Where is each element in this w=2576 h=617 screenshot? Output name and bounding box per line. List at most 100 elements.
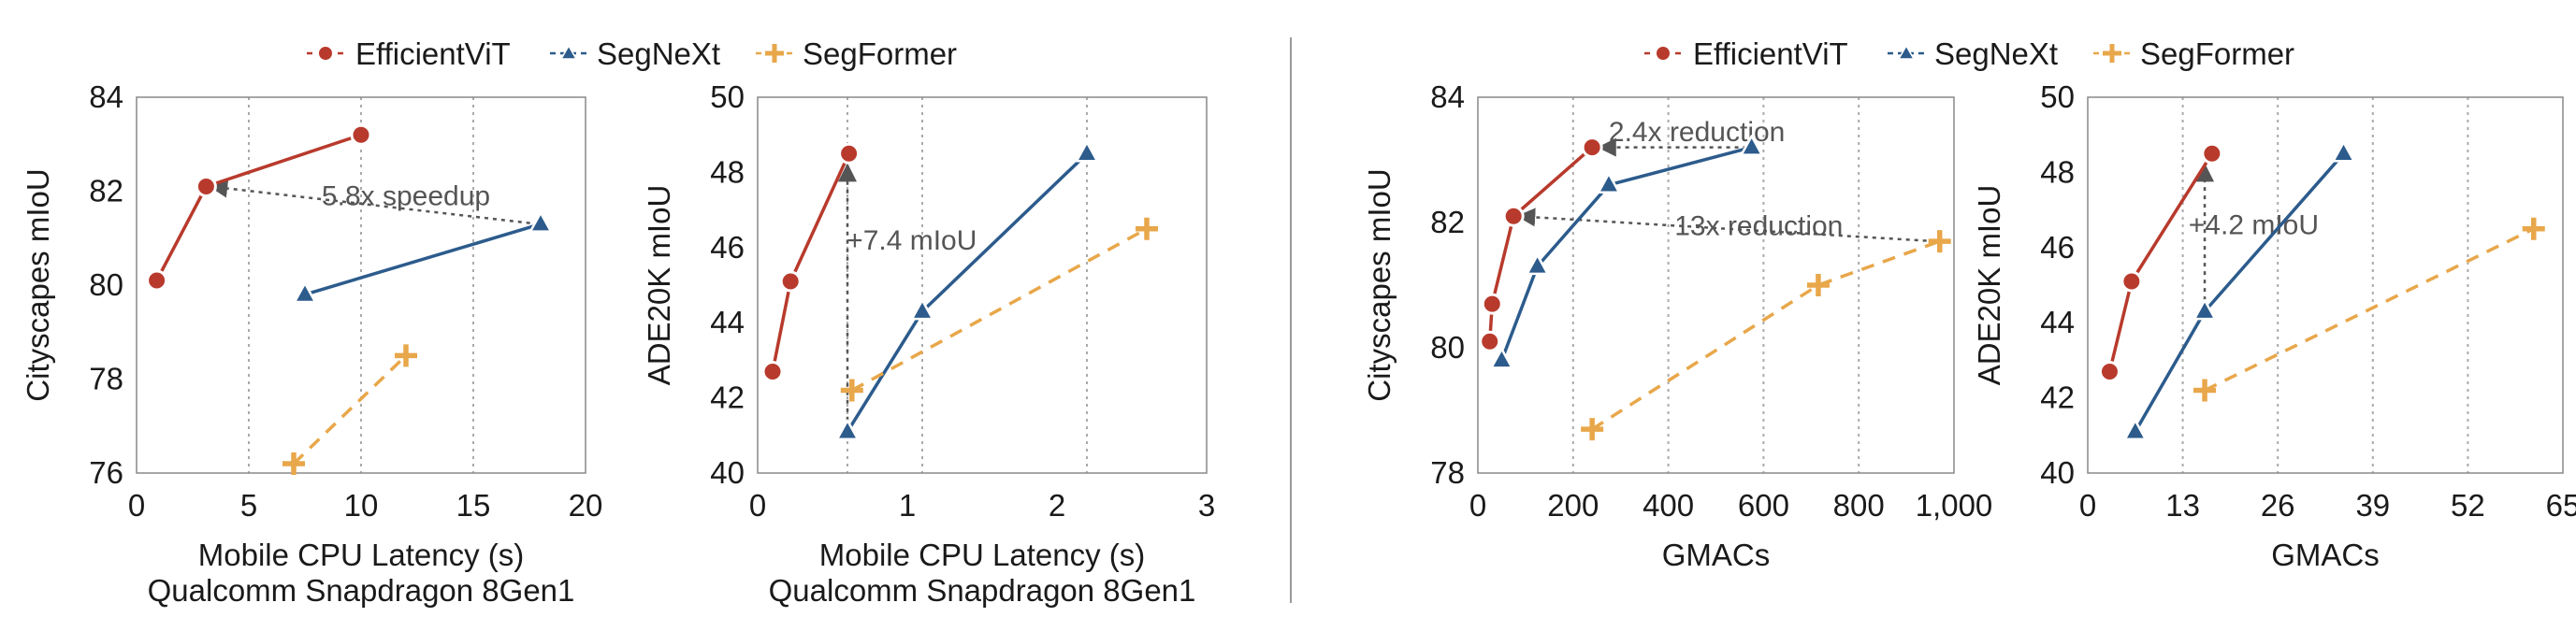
panel-gmacs-ade20k: 40 42 44 46 48 50 0 13 26 39 52 65 GMACs ADE20K mIoU +…: [1972, 79, 2576, 572]
x-tick-label: 2: [1049, 488, 1065, 523]
series-line-efficientvit: [1490, 148, 1592, 342]
y-tick-label: 42: [710, 380, 745, 415]
series-line-segnext: [2135, 153, 2344, 431]
y-tick-label: 76: [89, 455, 123, 490]
y-tick-label: 44: [710, 305, 745, 339]
y-tick-label: 40: [2040, 455, 2075, 490]
legend-segformer-marker: [2103, 44, 2121, 63]
x-tick-label: 5: [240, 488, 257, 523]
legend-segformer-label: SegFormer: [803, 36, 957, 71]
point-efficientvit: [1583, 138, 1601, 157]
point-segnext: [530, 213, 551, 232]
legend-item-segnext: SegNeXt: [1888, 36, 2058, 71]
x-tick-label: 1,000: [1916, 488, 1993, 523]
point-segformer: [1807, 274, 1830, 296]
y-tick-label: 78: [89, 362, 123, 396]
point-efficientvit: [1483, 294, 1501, 313]
point-segformer: [1136, 218, 1158, 240]
y-axis-label: Cityscapes mIoU: [21, 168, 55, 401]
x-tick-label: 200: [1547, 488, 1599, 523]
series-line-segformer: [1592, 241, 1940, 429]
point-efficientvit: [2122, 272, 2141, 291]
series-line-segnext: [847, 153, 1087, 431]
x-tick-label: 39: [2355, 488, 2390, 523]
x-tick-label: 10: [344, 488, 379, 523]
y-tick-label: 50: [2040, 79, 2075, 114]
panel-latency-cityscapes: 76 78 80 82 84 0 5 10 15 20 Mobile CPU Latency (s)…: [21, 79, 602, 608]
legend-item-efficientvit: EfficientViT: [307, 36, 511, 71]
legend-item-segformer: SegFormer: [756, 36, 957, 71]
x-tick-label: 600: [1738, 488, 1789, 523]
x-tick-label: 15: [456, 488, 491, 523]
series-line-segnext: [1501, 148, 1751, 361]
x-axis-label: Mobile CPU Latency (s): [198, 538, 524, 572]
y-tick-label: 48: [710, 154, 745, 189]
y-tick-label: 50: [710, 79, 745, 114]
point-efficientvit: [196, 177, 215, 195]
x-tick-label: 52: [2451, 488, 2485, 523]
y-tick-label: 44: [2040, 305, 2075, 339]
point-efficientvit: [781, 272, 800, 291]
legend-right: EfficientViT SegNeXt SegFormer: [1644, 36, 2294, 71]
point-efficientvit: [1504, 207, 1523, 225]
series-line-efficientvit: [773, 153, 849, 371]
point-efficientvit: [2203, 144, 2221, 163]
x-tick-label: 0: [2079, 488, 2096, 523]
y-tick-label: 84: [89, 79, 123, 114]
point-segnext: [1491, 349, 1512, 367]
panel-gmacs-cityscapes: 78 80 82 84 0 200 400 600 800 1,000 GMACs Cityscape…: [1362, 79, 1992, 572]
x-tick-label: 0: [1469, 488, 1486, 523]
point-segformer: [1929, 230, 1951, 252]
series-line-segformer: [294, 355, 406, 464]
legend-item-efficientvit: EfficientViT: [1644, 36, 1848, 71]
series-line-segnext: [305, 224, 541, 294]
point-efficientvit: [352, 125, 370, 144]
x-tick-label: 400: [1643, 488, 1694, 523]
y-tick-label: 80: [89, 267, 123, 302]
x-tick-label: 0: [749, 488, 766, 523]
point-segformer: [2523, 218, 2545, 240]
annotation-text: +7.4 mIoU: [847, 225, 977, 256]
legend-segformer-label: SegFormer: [2140, 36, 2294, 71]
x-tick-label: 13: [2165, 488, 2200, 523]
y-tick-label: 48: [2040, 154, 2075, 189]
legend-segnext-label: SegNeXt: [1934, 36, 2058, 71]
point-efficientvit: [840, 144, 859, 163]
y-tick-label: 78: [1430, 455, 1465, 490]
legend-item-segnext: SegNeXt: [550, 36, 720, 71]
point-segnext: [2125, 421, 2146, 439]
y-tick-label: 82: [1430, 205, 1465, 239]
y-tick-label: 82: [89, 174, 123, 208]
y-tick-label: 46: [2040, 230, 2075, 265]
x-axis-label: GMACs: [2271, 538, 2380, 572]
x-tick-label: 1: [899, 488, 916, 523]
y-tick-label: 40: [710, 455, 745, 490]
annotation-text: 13x reduction: [1674, 210, 1843, 241]
x-tick-label: 800: [1833, 488, 1885, 523]
point-segformer: [1581, 418, 1603, 440]
point-segformer: [841, 380, 863, 402]
point-segnext: [2334, 142, 2354, 161]
plot-frame: [758, 97, 1207, 473]
legend-efficientvit-label: EfficientViT: [355, 36, 511, 71]
annotation-text: 2.4x reduction: [1609, 117, 1785, 148]
y-tick-label: 84: [1430, 79, 1465, 114]
legend-segformer-marker: [765, 44, 784, 63]
y-axis-label: ADE20K mIoU: [1972, 185, 2006, 386]
y-tick-label: 80: [1430, 330, 1465, 365]
point-efficientvit: [763, 362, 782, 380]
x-axis-label-secondary: Qualcomm Snapdragon 8Gen1: [148, 573, 575, 608]
x-axis-label: GMACs: [1662, 538, 1771, 572]
legend-left: EfficientViT SegNeXt SegFormer: [307, 36, 957, 71]
point-segformer: [2193, 380, 2216, 402]
series-line-efficientvit: [2109, 153, 2211, 371]
point-efficientvit: [2100, 362, 2119, 380]
y-axis-label: Cityscapes mIoU: [1362, 168, 1397, 401]
point-efficientvit: [1481, 332, 1499, 351]
legend-item-segformer: SegFormer: [2093, 36, 2294, 71]
annotation-text: 5.8x speedup: [322, 181, 490, 212]
plot-frame: [2088, 97, 2563, 473]
point-segnext: [837, 421, 858, 439]
legend-efficientvit-marker: [1656, 46, 1671, 61]
